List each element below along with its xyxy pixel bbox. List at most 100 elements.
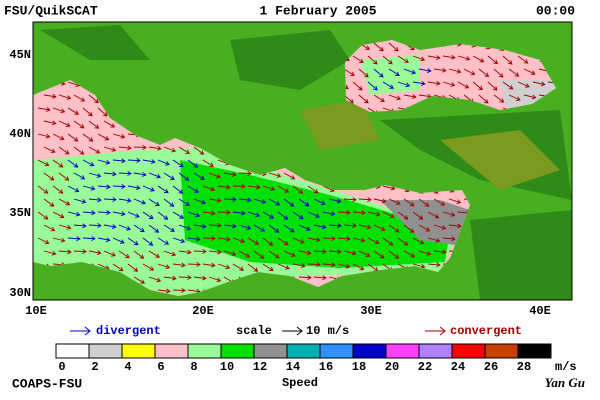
wind-arrow bbox=[397, 211, 409, 220]
wind-arrow bbox=[448, 223, 462, 229]
wind-arrow bbox=[187, 236, 201, 242]
wind-arrow bbox=[223, 223, 237, 229]
wind-arrow bbox=[163, 172, 175, 180]
wind-arrow bbox=[97, 210, 111, 215]
wind-arrow bbox=[337, 236, 351, 242]
wind-arrow bbox=[88, 94, 99, 104]
wind-arrow bbox=[202, 235, 216, 241]
wind-arrow bbox=[37, 133, 51, 139]
colorbar-tick-label: 28 bbox=[517, 360, 531, 374]
wind-arrow bbox=[178, 249, 192, 255]
wind-arrow bbox=[88, 120, 100, 129]
wind-arrow bbox=[397, 237, 409, 246]
legend: divergent scale 10 m/s convergent bbox=[70, 324, 522, 338]
colorbar-tick-label: 12 bbox=[253, 360, 267, 374]
sea-moderate bbox=[360, 55, 420, 95]
wind-arrow bbox=[253, 250, 265, 259]
wind-arrow bbox=[172, 211, 185, 219]
wind-arrow bbox=[187, 185, 199, 193]
wind-arrow bbox=[82, 107, 93, 117]
wind-arrow bbox=[277, 263, 290, 270]
wind-arrow bbox=[463, 68, 476, 76]
wind-arrow bbox=[148, 198, 160, 207]
colorbar-tick-label: 20 bbox=[385, 360, 399, 374]
wind-arrow bbox=[232, 263, 244, 271]
wind-arrow bbox=[193, 172, 205, 180]
wind-arrow bbox=[157, 263, 171, 270]
wind-arrow bbox=[178, 198, 190, 206]
wind-arrow bbox=[382, 55, 393, 65]
wind-arrow bbox=[58, 224, 72, 230]
wind-arrow bbox=[418, 198, 430, 207]
wind-arrow bbox=[307, 262, 321, 267]
wind-arrow bbox=[103, 224, 117, 229]
wind-arrow bbox=[358, 250, 371, 258]
wind-arrow bbox=[457, 55, 471, 61]
wind-arrow bbox=[508, 94, 521, 101]
header-center: 1 February 2005 bbox=[259, 3, 376, 18]
wind-arrow bbox=[37, 159, 50, 167]
wind-arrow bbox=[52, 185, 64, 194]
wind-arrow bbox=[268, 172, 282, 178]
lon-labels: 10E 20E 30E 40E bbox=[25, 304, 551, 318]
wind-arrow bbox=[262, 237, 274, 246]
wind-arrow bbox=[112, 263, 124, 272]
wind-arrow bbox=[127, 185, 141, 191]
wind-arrow bbox=[52, 133, 65, 141]
wind-arrow bbox=[292, 211, 304, 220]
wind-arrow bbox=[67, 211, 81, 217]
lon-label: 10E bbox=[25, 304, 47, 318]
colorbar-title: Speed bbox=[282, 376, 318, 390]
wind-arrow bbox=[157, 159, 170, 166]
wind-arrow bbox=[232, 237, 246, 244]
wind-arrow bbox=[307, 211, 320, 218]
wind-arrow bbox=[298, 198, 310, 207]
colorbar-tick-label: 14 bbox=[286, 360, 300, 374]
wind-arrow bbox=[343, 197, 357, 203]
wind-arrow bbox=[382, 185, 396, 191]
wind-arrow bbox=[448, 198, 462, 204]
wind-arrow bbox=[238, 250, 251, 258]
wind-arrow bbox=[88, 223, 102, 228]
wind-arrow bbox=[157, 185, 169, 194]
wind-arrow bbox=[247, 237, 260, 245]
wind-arrow bbox=[178, 172, 190, 181]
wind-arrow bbox=[412, 55, 426, 62]
wind-arrow bbox=[268, 250, 280, 259]
scale-value: 10 m/s bbox=[306, 324, 349, 338]
wind-arrow bbox=[208, 172, 222, 179]
wind-arrow bbox=[208, 276, 222, 283]
arrow-head bbox=[84, 326, 91, 336]
wind-arrow bbox=[67, 185, 80, 193]
lon-label: 40E bbox=[529, 304, 551, 318]
wind-arrow bbox=[283, 198, 295, 207]
wind-arrow bbox=[247, 184, 261, 190]
wind-arrow bbox=[232, 210, 246, 216]
wind-arrow bbox=[163, 250, 177, 257]
wind-arrow bbox=[493, 94, 505, 103]
wind-arrow bbox=[433, 67, 447, 73]
wind-arrow bbox=[223, 171, 237, 177]
wind-arrow bbox=[508, 68, 520, 77]
colorbar-tick-label: 16 bbox=[319, 360, 333, 374]
wind-arrow bbox=[118, 145, 132, 151]
colorbar-box bbox=[286, 343, 321, 359]
wind-arrow bbox=[133, 276, 146, 284]
wind-arrow bbox=[202, 185, 216, 192]
wind-arrow bbox=[187, 211, 201, 218]
wind-arrow bbox=[418, 224, 431, 232]
wind-arrow bbox=[172, 185, 184, 194]
wind-arrow bbox=[487, 55, 499, 65]
wind-arrow bbox=[442, 236, 456, 242]
wind-arrow bbox=[238, 224, 252, 230]
wind-arrow bbox=[88, 146, 101, 154]
wind-arrow bbox=[223, 197, 237, 202]
wind-arrow bbox=[412, 237, 425, 245]
arrow-head bbox=[439, 326, 446, 336]
wind-arrow bbox=[52, 107, 66, 114]
colorbar-box bbox=[484, 343, 519, 359]
wind-arrow bbox=[433, 198, 446, 206]
wind-arrow bbox=[427, 237, 441, 243]
wind-arrow bbox=[367, 211, 381, 217]
wind-arrow bbox=[163, 146, 177, 153]
